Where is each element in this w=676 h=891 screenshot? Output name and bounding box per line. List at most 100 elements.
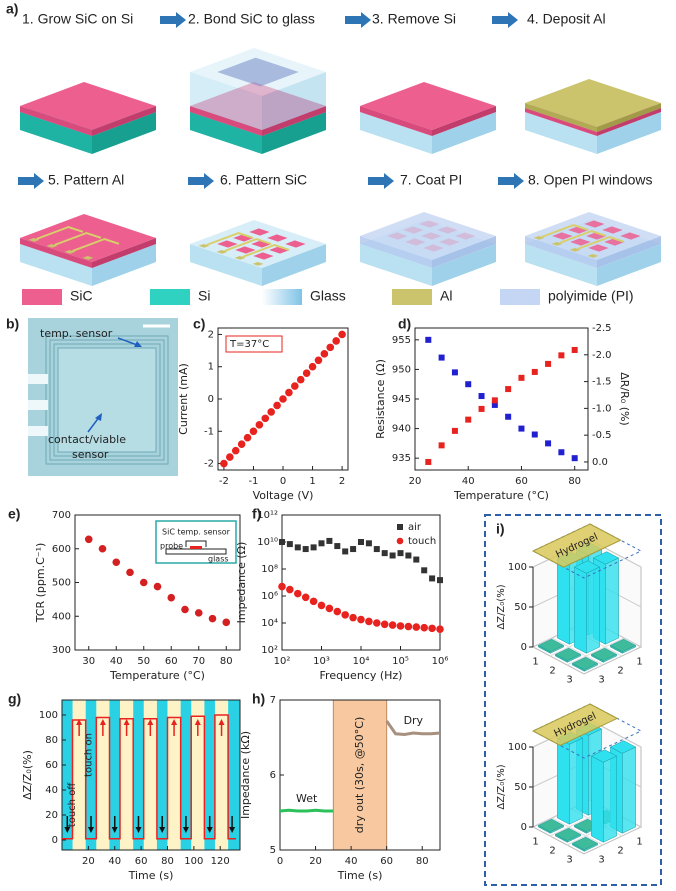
block-top bbox=[360, 82, 496, 130]
data-point bbox=[84, 535, 93, 544]
bar-face bbox=[569, 737, 583, 825]
y-tick-label: 945 bbox=[392, 394, 411, 405]
z-tick-label: 0 bbox=[521, 822, 527, 833]
sic-pad bbox=[403, 226, 424, 234]
data-point bbox=[518, 425, 525, 432]
process-block bbox=[20, 214, 156, 286]
data-point bbox=[325, 604, 334, 613]
bar-3d bbox=[609, 638, 637, 654]
plot-frame bbox=[61, 699, 241, 851]
col-label: 1 bbox=[532, 657, 538, 668]
col-label: 1 bbox=[532, 837, 538, 848]
data-point bbox=[381, 550, 388, 557]
sic-pad bbox=[437, 226, 458, 234]
y-tick-label: 100 bbox=[39, 710, 58, 721]
legend-label: Al bbox=[440, 288, 452, 304]
x-tick-label: -1 bbox=[248, 476, 258, 487]
bar-face bbox=[622, 746, 636, 834]
data-point bbox=[139, 578, 148, 587]
al-pad bbox=[252, 262, 264, 266]
al-line bbox=[577, 235, 625, 250]
shaded-range bbox=[332, 699, 388, 851]
step-arrow bbox=[492, 12, 518, 28]
panel-label: g) bbox=[8, 691, 21, 707]
data-point bbox=[153, 582, 162, 591]
step-arrow bbox=[345, 12, 371, 28]
data-point bbox=[545, 360, 552, 367]
data-point bbox=[478, 405, 485, 412]
legend-label: Si bbox=[198, 288, 210, 304]
bar-3d bbox=[590, 749, 618, 843]
touch-band bbox=[72, 700, 86, 850]
block-side bbox=[20, 238, 92, 268]
x-tick-label: 60 bbox=[135, 856, 148, 867]
data-point bbox=[491, 401, 498, 408]
block-side bbox=[360, 106, 432, 136]
row-label: 1 bbox=[636, 657, 642, 668]
x-tick-label: 20 bbox=[409, 476, 422, 487]
y-axis-label: Resistance (Ω) bbox=[374, 359, 387, 439]
x-tick-label: 2 bbox=[339, 476, 345, 487]
data-point bbox=[437, 577, 443, 584]
series-label: Wet bbox=[296, 792, 318, 805]
touch-off-arrow-head bbox=[182, 827, 189, 833]
data-point bbox=[413, 556, 420, 563]
panel-label: f) bbox=[252, 506, 261, 522]
block-top bbox=[525, 79, 661, 127]
data-point bbox=[365, 617, 373, 626]
x-tick-label: 20 bbox=[309, 856, 322, 867]
inset-frame bbox=[155, 520, 237, 564]
touch-band bbox=[96, 700, 110, 850]
bar-top bbox=[573, 560, 601, 574]
data-point bbox=[358, 539, 364, 545]
step-label: 1. Grow SiC on Si bbox=[22, 11, 133, 27]
data-line bbox=[279, 808, 334, 813]
data-point bbox=[314, 356, 323, 365]
bar-top bbox=[571, 836, 599, 850]
y-tick-label: 950 bbox=[392, 364, 411, 375]
data-point bbox=[350, 546, 357, 553]
data-point bbox=[465, 381, 472, 388]
data-point bbox=[181, 605, 189, 614]
y-axis-label: Impedance (kΩ) bbox=[239, 731, 252, 819]
y-tick-label: 300 bbox=[52, 645, 71, 656]
sensor-photo bbox=[28, 318, 178, 476]
sic-pad bbox=[620, 232, 641, 240]
legend-swatch bbox=[22, 289, 62, 305]
data-point bbox=[243, 433, 252, 442]
data-point bbox=[334, 543, 341, 550]
x-tick-label: 80 bbox=[568, 476, 581, 487]
floor-grid bbox=[566, 637, 625, 666]
block-side bbox=[190, 106, 262, 136]
data-point bbox=[438, 354, 445, 361]
y-tick-label: 7 bbox=[270, 695, 276, 706]
step-label: 2. Bond SiC to glass bbox=[188, 11, 315, 27]
y-tick-label: 1 bbox=[208, 362, 214, 373]
col-label: 2 bbox=[549, 846, 555, 857]
data-point bbox=[571, 346, 578, 353]
process-block bbox=[360, 212, 496, 286]
row-label: 3 bbox=[598, 855, 604, 866]
x-axis-label: Time (s) bbox=[128, 869, 174, 882]
data-point bbox=[420, 623, 428, 632]
floor-grid bbox=[551, 637, 604, 666]
data-point bbox=[425, 336, 432, 343]
data-point bbox=[571, 455, 578, 462]
y-tick-label: 0 bbox=[52, 835, 58, 846]
process-block bbox=[20, 82, 156, 154]
block-side bbox=[92, 112, 156, 154]
row-label: 3 bbox=[598, 675, 604, 686]
data-point bbox=[296, 375, 305, 384]
block-side bbox=[92, 238, 156, 268]
y-tick-label: 60 bbox=[45, 760, 58, 771]
block-side bbox=[190, 244, 262, 286]
step-label: 6. Pattern SiC bbox=[220, 172, 307, 188]
x-axis-label: Temperature (°C) bbox=[109, 669, 205, 682]
data-point bbox=[208, 614, 217, 623]
al-pad bbox=[587, 254, 599, 258]
col-label: 2 bbox=[549, 666, 555, 677]
data-point bbox=[404, 622, 413, 631]
sic-pad bbox=[251, 240, 272, 248]
sic-pad bbox=[584, 220, 605, 228]
photo-annotation: contact/viable bbox=[48, 433, 126, 446]
